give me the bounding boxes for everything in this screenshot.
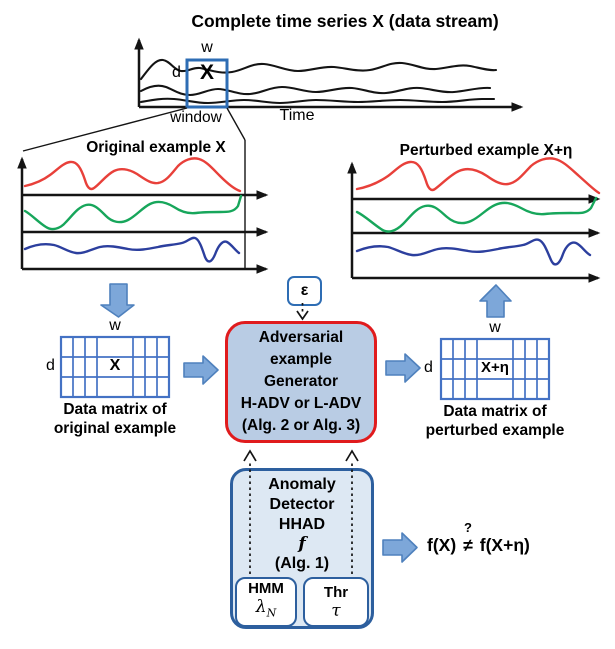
anomaly-detector-box: Anomaly Detector HHAD f (Alg. 1) HMM λN …: [230, 468, 374, 629]
original-matrix-d-label: d: [46, 357, 55, 374]
right-arrow-matrix-to-generator: [183, 355, 219, 385]
original-green-series: [23, 194, 243, 231]
original-matrix-w-label: w: [109, 317, 121, 334]
hmm-label: HMM: [248, 580, 284, 598]
perturbed-matrix-grid: [439, 337, 551, 401]
down-arrow-to-matrix: [100, 283, 135, 318]
perturbed-blue-series: [355, 238, 592, 266]
perturbed-panel-curves: [355, 157, 601, 266]
epsilon-label: ε: [300, 282, 309, 299]
detector-name: Anomaly Detector HHAD: [268, 476, 336, 533]
threshold-label: Thr: [323, 583, 349, 601]
perturbed-red-series: [355, 157, 601, 195]
perturbed-matrix-caption: Data matrix of perturbed example: [425, 403, 565, 439]
epsilon-box: ε: [287, 276, 322, 306]
original-red-series: [23, 157, 242, 193]
window-width-label: w: [201, 39, 213, 56]
original-matrix-cell-label: X: [109, 357, 121, 374]
hmm-symbol: λN: [255, 597, 277, 620]
adversarial-generator-box: Adversarial example Generator H-ADV or L…: [225, 321, 377, 443]
diagram-title: Complete time series X (data stream): [191, 11, 499, 31]
formula-question-mark: ?: [463, 520, 472, 535]
right-arrow-generator-to-matrix: [385, 353, 421, 383]
zoom-connector-lines: [22, 107, 246, 269]
formula-right: f(X+η): [479, 535, 530, 555]
perturbed-panel-axes: [347, 161, 601, 283]
up-arrow-to-perturbed-panel: [479, 284, 512, 318]
detector-algorithm: (Alg. 1): [274, 555, 330, 572]
detector-parameters: HMM λN Thr τ: [233, 577, 371, 627]
original-panel-curves: [23, 157, 243, 263]
generator-text: Adversarial example Generator H-ADV or L…: [240, 329, 362, 434]
detector-function-symbol: f: [298, 534, 306, 554]
detection-formula: f(X) ? ≠ f(X+η): [427, 520, 530, 556]
threshold-box: Thr τ: [303, 577, 369, 627]
original-matrix-grid: [59, 335, 171, 399]
right-arrow-to-formula: [382, 532, 418, 563]
formula-operator-stack: ? ≠: [461, 520, 475, 556]
threshold-symbol: τ: [331, 600, 341, 621]
perturbed-green-series: [355, 196, 598, 233]
hmm-box: HMM λN: [235, 577, 297, 627]
window-box: [185, 58, 229, 109]
perturbed-matrix-cell-label: X+η: [481, 359, 509, 376]
window-content-label: X: [199, 61, 214, 84]
perturbed-panel-title: Perturbed example X+η: [399, 142, 573, 159]
original-blue-series: [23, 236, 241, 263]
perturbed-matrix-d-label: d: [424, 359, 433, 376]
time-axis-label: Time: [279, 107, 315, 124]
original-panel-axes: [17, 156, 269, 274]
formula-operator: ≠: [463, 535, 473, 555]
window-depth-label: d: [172, 64, 181, 81]
original-matrix-caption: Data matrix of original example: [53, 401, 177, 437]
window-label: window: [170, 109, 222, 126]
formula-left: f(X): [427, 535, 457, 555]
perturbed-matrix-w-label: w: [489, 319, 501, 336]
original-panel-title: Original example X: [86, 139, 226, 156]
